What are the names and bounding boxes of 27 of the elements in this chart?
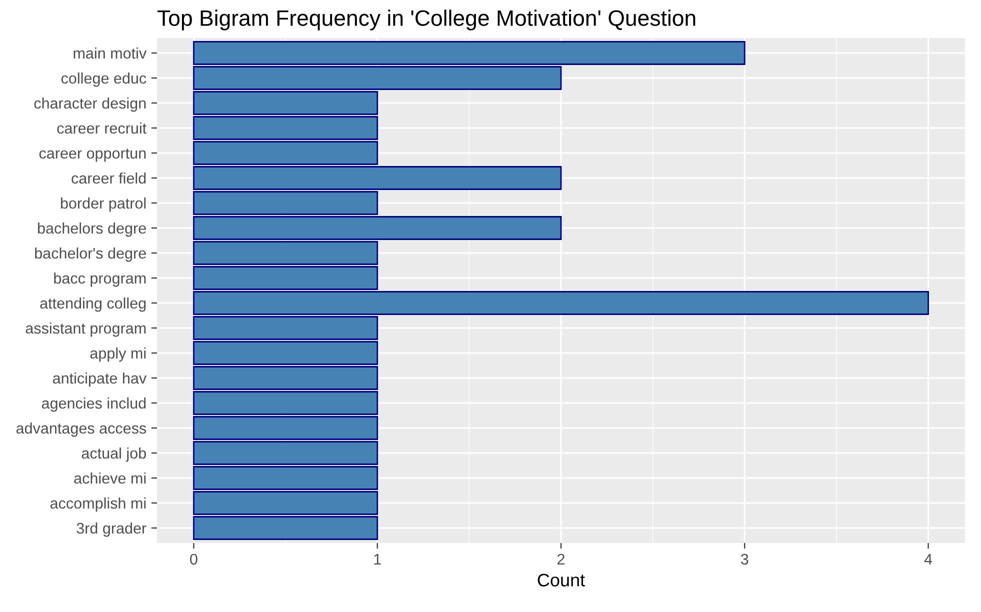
y-tick-label: border patrol: [60, 197, 146, 212]
y-tick-label: bacc program: [54, 272, 146, 287]
y-tick-label: 3rd grader: [76, 522, 146, 537]
chart-title: Top Bigram Frequency in 'College Motivation' Question: [158, 10, 696, 30]
x-tick-label: 2: [558, 554, 564, 564]
y-tick-label: assistant program: [26, 322, 146, 337]
y-tick-label: main motiv: [74, 47, 147, 59]
y-tick-label: advantages access: [16, 422, 146, 437]
y-tick-label: attending colleg: [40, 297, 146, 312]
x-tick-label: 3: [740, 554, 748, 565]
y-tick-label: college educ: [61, 72, 146, 87]
y-tick-label: career field: [72, 172, 146, 184]
y-tick-label: career recruit: [57, 122, 146, 134]
x-tick-label: 4: [924, 554, 932, 564]
x-tick-label: 0: [190, 554, 198, 565]
x-tick-label: 1: [374, 554, 381, 564]
y-tick-label: character design: [34, 97, 146, 112]
y-tick-label: bachelor's degre: [35, 247, 146, 262]
y-tick-label: anticipate hav: [52, 372, 147, 387]
y-tick-label: agencies includ: [42, 397, 146, 412]
y-tick-label: actual job: [82, 447, 146, 462]
y-tick-label: bachelors degre: [38, 222, 146, 237]
y-tick-label: career opportun: [39, 148, 146, 162]
y-tick-label: achieve mi: [74, 472, 146, 484]
y-tick-label: apply mi: [90, 347, 146, 362]
x-axis-title: Count: [538, 574, 585, 586]
y-tick-label: accomplish mi: [50, 497, 146, 512]
